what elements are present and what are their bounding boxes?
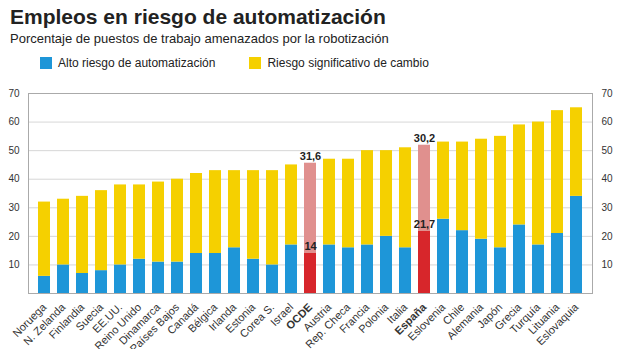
svg-text:40: 40 (602, 173, 614, 184)
svg-text:Noruega: Noruega (10, 300, 49, 340)
svg-text:Canadá: Canadá (164, 300, 201, 337)
html-text:Riesgo significativo de cambio: Riesgo significativo de cambio (267, 56, 429, 70)
svg-text:Alemania: Alemania (444, 300, 486, 342)
svg-text:31,6: 31,6 (300, 150, 321, 162)
svg-text:Corea S.: Corea S. (237, 300, 277, 340)
svg-text:Estonia: Estonia (223, 300, 258, 336)
svg-text:Chile: Chile (440, 300, 467, 327)
svg-text:Finlandia: Finlandia (46, 300, 87, 341)
svg-text:EE.UU.: EE.UU. (90, 300, 125, 336)
svg-text:30: 30 (602, 202, 614, 213)
svg-text:Eslovaquia: Eslovaquia (534, 300, 581, 347)
svg-text:21,7: 21,7 (414, 218, 435, 230)
svg-text:30: 30 (8, 202, 20, 213)
svg-text:10: 10 (8, 259, 20, 270)
svg-text:20: 20 (8, 231, 20, 242)
svg-text:Japón: Japón (474, 300, 505, 331)
svg-text:50: 50 (8, 145, 20, 156)
svg-text:70: 70 (8, 88, 20, 99)
html-text:Alto riesgo de automatización: Alto riesgo de automatización (58, 56, 216, 70)
html-text:Empleos en riesgo de automatiz: Empleos en riesgo de automatización (10, 5, 386, 28)
svg-text:Israel: Israel (267, 300, 296, 329)
svg-text:Francia: Francia (337, 300, 372, 336)
svg-text:Dinamarca: Dinamarca (116, 300, 163, 347)
svg-text:Lituania: Lituania (525, 300, 562, 337)
svg-text:Polonia: Polonia (356, 300, 391, 336)
svg-text:Irlanda: Irlanda (206, 300, 239, 333)
html-text:Porcentaje de puestos de traba: Porcentaje de puestos de trabajo amenaza… (10, 31, 389, 46)
svg-text:14: 14 (304, 240, 317, 252)
svg-text:Grecia: Grecia (492, 300, 524, 333)
svg-text:10: 10 (602, 259, 614, 270)
svg-text:Italia: Italia (384, 300, 410, 326)
svg-text:N. Zelanda: N. Zelanda (20, 300, 68, 348)
svg-text:50: 50 (602, 145, 614, 156)
svg-text:España: España (392, 300, 429, 337)
svg-text:Turquía: Turquía (507, 300, 543, 336)
svg-text:Eslovenia: Eslovenia (405, 300, 448, 343)
svg-text:Suecia: Suecia (73, 300, 106, 333)
svg-text:70: 70 (602, 88, 614, 99)
svg-text:20: 20 (602, 231, 614, 242)
svg-text:Bélgica: Bélgica (185, 300, 220, 335)
svg-text:40: 40 (8, 173, 20, 184)
svg-text:OCDE: OCDE (283, 300, 315, 332)
svg-text:Austria: Austria (300, 300, 334, 334)
svg-text:60: 60 (602, 116, 614, 127)
svg-text:30,2: 30,2 (414, 132, 435, 144)
svg-text:60: 60 (8, 116, 20, 127)
